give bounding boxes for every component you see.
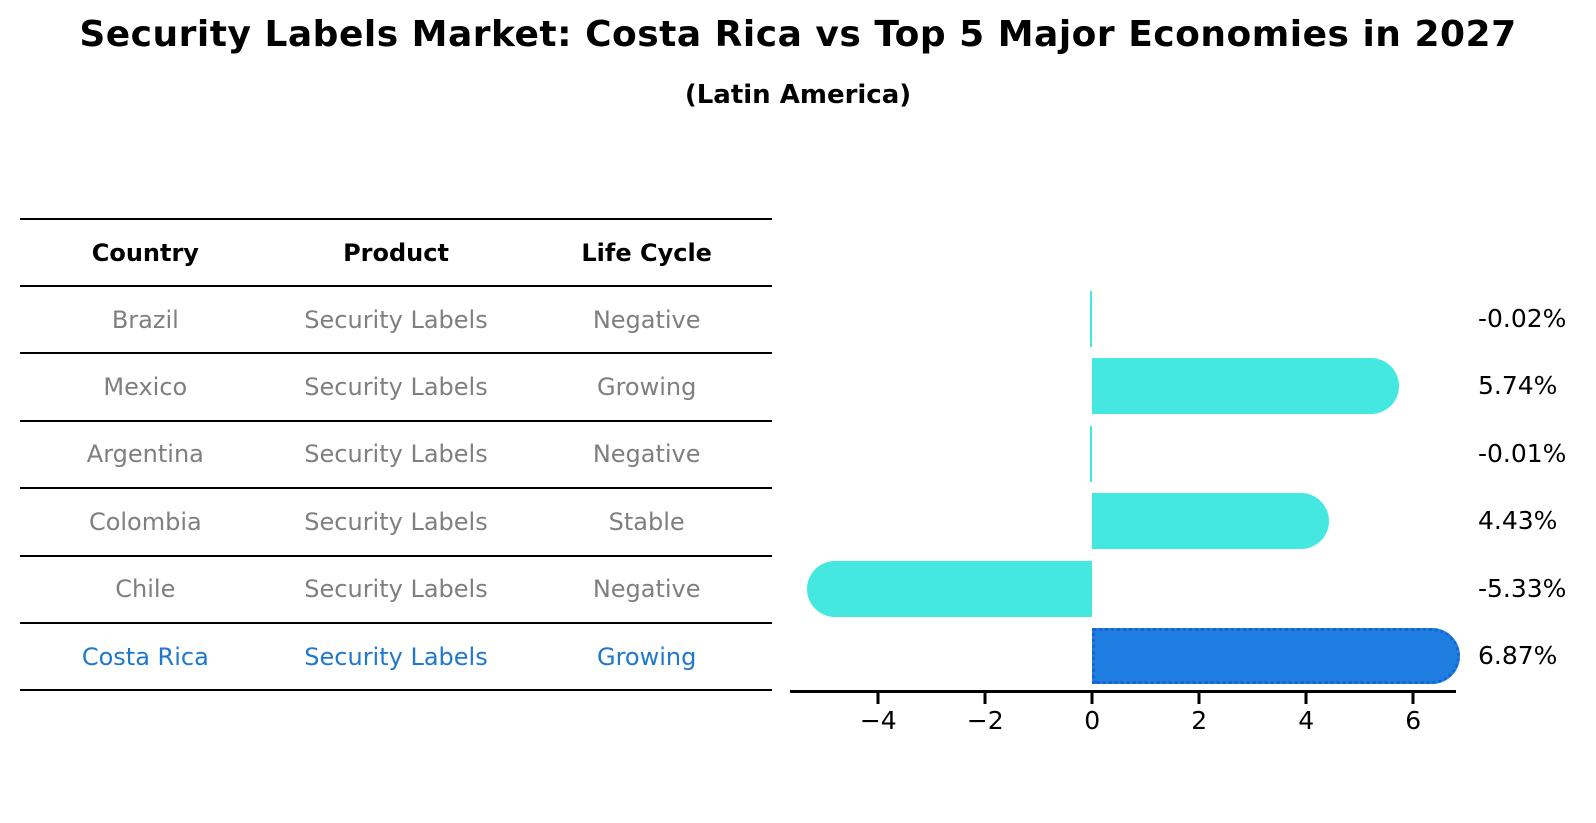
chart-title: Security Labels Market: Costa Rica vs To… [79,14,1517,55]
x-tick-label-3: 2 [1191,706,1208,735]
bar-mexico [1092,358,1400,415]
table-cell-country: Costa Rica [81,642,209,671]
x-tick-3 [1197,693,1201,704]
bar-chile [807,560,1093,617]
column-header-country: Country [91,238,199,267]
chart-row-chile: -5.33% [790,555,1566,622]
table-cell-lifecycle: Growing [596,373,697,402]
table-cell-product: Security Labels [304,305,488,334]
table-cell-lifecycle: Growing [596,642,697,671]
chart-subtitle: (Latin America) [684,80,912,110]
table-cell-product: Security Labels [304,575,488,604]
table-row-chile: Chile Security Labels Negative [20,557,772,624]
x-axis-line [790,690,1456,693]
table-row-colombia: Colombia Security Labels Stable [20,489,772,557]
table-cell-country: Argentina [86,440,204,469]
bar-costa-rica [1092,627,1460,684]
table-cell-country: Chile [115,575,176,604]
table-row-costa-rica: Costa Rica Security Labels Growing [20,624,772,692]
bar-chart-plot-area: -0.02% 5.74% -0.01% 4.43% -5.33% 6.87% [790,285,1566,690]
comparison-table: Country Product Life Cycle Brazil Securit… [20,218,772,692]
x-tick-label-4: 4 [1298,706,1315,735]
table-row-mexico: Mexico Security Labels Growing [20,354,772,422]
x-tick-label-2: 0 [1084,706,1101,735]
bar-argentina [1089,425,1093,482]
x-tick-0 [876,693,880,704]
table-header-row: Country Product Life Cycle [20,218,772,287]
chart-row-costa-rica: 6.87% [790,622,1557,689]
x-tick-1 [983,693,987,704]
table-body: Brazil Security Labels Negative Mexico Secur… [20,287,772,692]
bar-value-label-costa-rica: 6.87% [1478,640,1558,670]
table-row-brazil: Brazil Security Labels Negative [20,287,772,355]
column-header-lifecycle: Life Cycle [581,238,712,267]
table-cell-lifecycle: Negative [592,440,701,469]
bar-value-label-argentina: -0.01% [1478,438,1567,468]
x-tick-5 [1411,693,1415,704]
table-cell-lifecycle: Negative [592,575,701,604]
table-row-argentina: Argentina Security Labels Negative [20,422,772,490]
chart-row-mexico: 5.74% [790,352,1557,419]
bar-value-label-brazil: -0.02% [1478,304,1567,333]
table-cell-country: Mexico [103,373,188,402]
table-cell-country: Colombia [88,507,202,536]
table-cell-product: Security Labels [304,373,488,402]
table-cell-country: Brazil [111,305,179,334]
bar-value-label-colombia: 4.43% [1478,506,1558,536]
bar-value-label-mexico: 5.74% [1478,371,1558,401]
chart-row-argentina: -0.01% [790,420,1566,487]
x-tick-label-5: 6 [1405,706,1422,735]
bar-colombia [1092,493,1330,550]
x-tick-2 [1090,693,1094,704]
chart-row-brazil: -0.02% [790,285,1566,352]
column-header-product: Product [343,238,449,267]
x-tick-label-0: −4 [859,706,897,735]
chart-row-colombia: 4.43% [790,487,1557,554]
table-cell-product: Security Labels [304,642,488,671]
table-cell-lifecycle: Negative [592,305,701,334]
x-tick-label-1: −2 [966,706,1004,735]
bar-brazil [1089,291,1093,347]
table-cell-lifecycle: Stable [608,507,685,536]
bar-value-label-chile: -5.33% [1478,573,1567,603]
table-cell-product: Security Labels [304,440,488,469]
x-tick-4 [1304,693,1308,704]
table-cell-product: Security Labels [304,507,488,536]
